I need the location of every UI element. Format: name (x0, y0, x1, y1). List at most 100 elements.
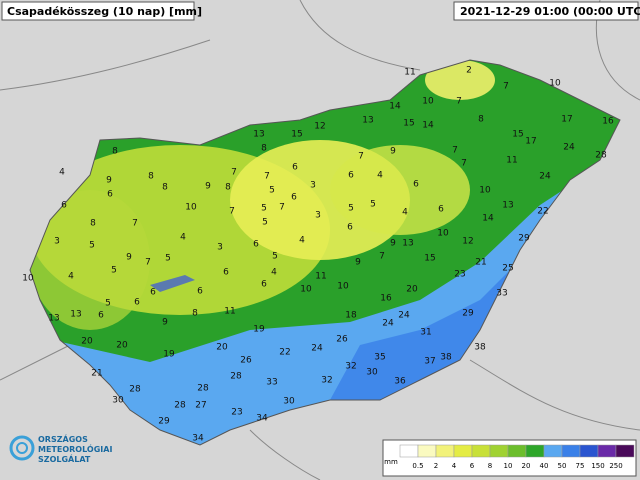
station-value: 13 (362, 116, 373, 126)
station-value: 5 (105, 299, 111, 309)
station-value: 20 (216, 343, 228, 353)
station-value: 4 (377, 171, 383, 181)
station-value: 15 (291, 130, 302, 140)
station-value: 3 (217, 243, 223, 253)
station-value: 9 (355, 258, 361, 268)
station-value: 11 (224, 307, 235, 317)
station-value: 10 (185, 203, 197, 213)
station-value: 28 (197, 384, 209, 394)
station-value: 2 (466, 66, 472, 76)
station-value: 13 (502, 201, 513, 211)
station-value: 14 (422, 121, 434, 131)
station-value: 8 (112, 147, 118, 157)
station-value: 20 (406, 285, 418, 295)
station-value: 7 (229, 207, 235, 217)
station-value: 29 (462, 309, 474, 319)
station-value: 34 (192, 434, 204, 444)
station-value: 6 (197, 287, 203, 297)
station-value: 6 (223, 268, 229, 278)
station-value: 24 (382, 319, 394, 329)
legend-label: 10 (504, 462, 513, 470)
legend-label: 50 (558, 462, 567, 470)
station-value: 21 (475, 258, 486, 268)
station-value: 36 (394, 377, 406, 387)
legend-swatch (399, 444, 419, 458)
station-value: 7 (132, 219, 138, 229)
station-value: 5 (89, 241, 95, 251)
station-value: 6 (134, 298, 140, 308)
station-value: 29 (158, 417, 170, 427)
legend-label: 0.5 (412, 462, 423, 470)
station-value: 6 (253, 240, 259, 250)
station-value: 24 (311, 344, 323, 354)
station-value: 7 (358, 152, 364, 162)
station-value: 32 (345, 362, 356, 372)
station-value: 5 (370, 200, 376, 210)
logo-text: SZOLGÁLAT (38, 453, 91, 464)
station-value: 28 (230, 372, 242, 382)
station-value: 13 (253, 130, 264, 140)
legend-label: 250 (609, 462, 622, 470)
station-value: 16 (602, 117, 614, 127)
station-value: 10 (549, 79, 561, 89)
station-value: 7 (231, 168, 237, 178)
station-value: 12 (314, 122, 325, 132)
station-value: 19 (163, 350, 175, 360)
station-value: 20 (116, 341, 128, 351)
legend-label: 8 (488, 462, 492, 470)
station-value: 28 (595, 151, 607, 161)
station-value: 14 (482, 214, 494, 224)
logo: ORSZÁGOS METEOROLÓGIAI SZOLGÁLAT (9, 433, 112, 464)
station-value: 9 (205, 182, 211, 192)
station-value: 38 (440, 353, 452, 363)
timestamp-box (453, 1, 639, 21)
station-value: 8 (90, 219, 96, 229)
station-value: 9 (390, 147, 396, 157)
station-value: 27 (195, 401, 206, 411)
legend-label: 40 (540, 462, 549, 470)
title: Csapadékösszeg (10 nap) [mm] (7, 5, 202, 18)
station-value: 3 (315, 211, 321, 221)
logo-mark (9, 435, 35, 461)
station-value: 6 (107, 190, 113, 200)
station-value: 4 (271, 268, 277, 278)
station-value: 22 (537, 207, 548, 217)
legend-unit: mm (384, 458, 398, 466)
station-value: 23 (231, 408, 242, 418)
logo-mark (16, 442, 28, 454)
station-value: 19 (253, 325, 265, 335)
station-value: 13 (48, 314, 59, 324)
station-value: 28 (129, 385, 141, 395)
station-value: 6 (438, 205, 444, 215)
legend-label: 150 (591, 462, 604, 470)
station-value: 30 (112, 396, 124, 406)
station-value: 23 (454, 270, 465, 280)
station-value: 24 (398, 311, 410, 321)
station-value: 17 (561, 115, 572, 125)
station-value: 5 (261, 204, 267, 214)
legend-swatch (435, 444, 455, 458)
station-value: 8 (192, 309, 198, 319)
station-value: 7 (461, 159, 467, 169)
station-value: 10 (22, 274, 34, 284)
station-value: 29 (518, 234, 530, 244)
station-value: 38 (474, 343, 486, 353)
station-value: 6 (347, 223, 353, 233)
legend-swatch (525, 444, 545, 458)
station-value: 28 (174, 401, 186, 411)
station-value: 8 (261, 144, 267, 154)
station-value: 5 (269, 186, 275, 196)
legend-swatch (561, 444, 581, 458)
station-value: 9 (162, 318, 168, 328)
station-value: 15 (512, 130, 523, 140)
station-value: 9 (390, 239, 396, 249)
station-value: 21 (91, 369, 102, 379)
station-value: 26 (240, 356, 252, 366)
legend-swatch (615, 444, 635, 458)
station-value: 14 (389, 102, 401, 112)
legend-label: 2 (434, 462, 438, 470)
legend-swatch (543, 444, 563, 458)
station-value: 24 (539, 172, 551, 182)
station-value: 7 (503, 82, 509, 92)
